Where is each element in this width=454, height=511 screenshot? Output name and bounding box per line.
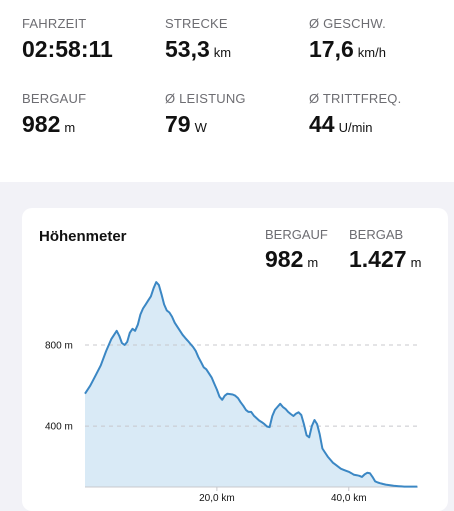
stat-label: STRECKE [165, 16, 228, 31]
elevation-card[interactable]: Höhenmeter BERGAUF 982 m BERGAB 1.427 m 80… [22, 208, 448, 511]
stat-avg-cadence: Ø TRITTFREQ. 44 U/min [309, 91, 401, 141]
card-stat-value: 982 [265, 246, 304, 272]
stat-ascent: BERGAUF 982 m [22, 91, 86, 141]
stat-unit: W [194, 120, 207, 135]
card-stat-unit: m [307, 255, 319, 270]
x-tick-label: 40,0 km [331, 493, 367, 504]
stat-value: 982 [22, 111, 61, 137]
stat-unit: U/min [338, 120, 373, 135]
card-title: Höhenmeter [39, 228, 127, 245]
stat-avg-speed: Ø GESCHW. 17,6 km/h [309, 16, 386, 66]
elevation-area [85, 282, 418, 487]
elevation-chart: 800 m 400 m 20,0 km 40,0 km [45, 281, 418, 504]
x-tick-label: 20,0 km [199, 493, 235, 504]
stat-label: BERGAUF [22, 91, 87, 106]
stat-label: Ø LEISTUNG [165, 91, 246, 106]
card-stat-descent: BERGAB 1.427 m [349, 227, 421, 276]
stat-label: Ø TRITTFREQ. [309, 91, 402, 106]
stat-value: 53,3 [165, 36, 210, 62]
stat-avg-power: Ø LEISTUNG 79 W [165, 91, 246, 141]
stat-label: Ø GESCHW. [309, 16, 386, 31]
stat-value: 44 [309, 111, 335, 137]
stat-unit: m [64, 120, 76, 135]
stat-value: 02:58:11 [22, 36, 113, 62]
stat-unit: km/h [357, 45, 386, 60]
card-stat-unit: m [410, 255, 422, 270]
y-tick-label: 400 m [45, 422, 73, 433]
stat-distance: STRECKE 53,3 km [165, 16, 231, 66]
card-stat-value: 1.427 [349, 246, 407, 272]
stat-label: FAHRZEIT [22, 16, 87, 31]
elevation-line [84, 281, 418, 488]
card-stat-ascent: BERGAUF 982 m [265, 227, 328, 276]
stat-value: 17,6 [309, 36, 354, 62]
card-stat-label: BERGAB [349, 227, 404, 242]
stat-duration: FAHRZEIT 02:58:11 [22, 16, 113, 66]
stat-value: 79 [165, 111, 191, 137]
summary-stats: FAHRZEIT 02:58:11 STRECKE 53,3 km Ø GESCH… [0, 0, 454, 182]
card-stat-label: BERGAUF [265, 227, 328, 242]
y-tick-label: 800 m [45, 340, 73, 351]
stat-unit: km [213, 45, 232, 60]
